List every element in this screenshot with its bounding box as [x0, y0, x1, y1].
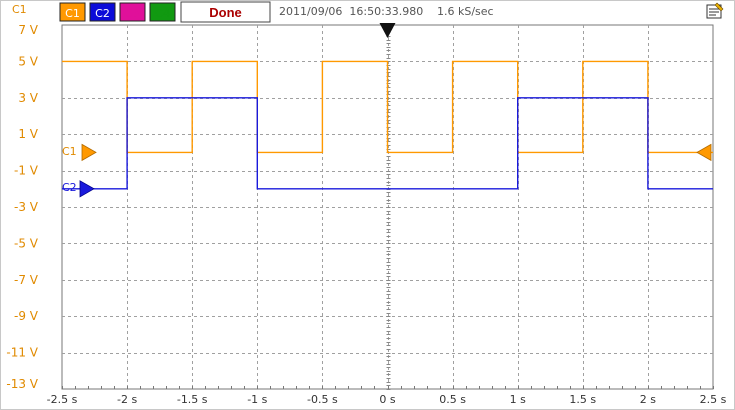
channel-button-label: C1 — [65, 7, 80, 20]
y-tick-label: -3 V — [14, 200, 39, 214]
sample-rate: 1.6 kS/sec — [437, 5, 494, 18]
channel-button-c3[interactable]: C3 — [120, 3, 145, 21]
y-tick-label: -11 V — [6, 346, 38, 360]
y-tick-label: -13 V — [6, 377, 38, 391]
y-tick-label: 1 V — [18, 127, 38, 141]
x-tick-label: 1 s — [510, 393, 526, 406]
x-tick-label: 2.5 s — [700, 393, 727, 406]
y-tick-label: 3 V — [18, 91, 38, 105]
x-tick-label: 0.5 s — [439, 393, 466, 406]
y-tick-label: 7 V — [18, 23, 38, 37]
x-tick-label: -1 s — [247, 393, 267, 406]
y-tick-label: -9 V — [14, 309, 39, 323]
status-text: Done — [209, 5, 242, 20]
y-tick-label: 5 V — [18, 54, 38, 68]
status-indicator: Done — [181, 2, 270, 22]
c1-marker-label: C1 — [62, 145, 77, 158]
channel-button-c1[interactable]: C1 — [60, 3, 85, 21]
x-tick-label: -2 s — [117, 393, 137, 406]
channel-button-c4[interactable]: C4 — [150, 3, 175, 21]
channel-button-label: C4 — [155, 7, 170, 20]
timestamp: 2011/09/06 16:50:33.980 — [279, 5, 423, 18]
y-tick-label: -1 V — [14, 164, 39, 178]
channel-button-label: C3 — [125, 7, 140, 20]
channel-button-c2[interactable]: C2 — [90, 3, 115, 21]
x-tick-label: 1.5 s — [569, 393, 596, 406]
x-tick-label: 2 s — [640, 393, 656, 406]
x-tick-label: 0 s — [379, 393, 395, 406]
y-tick-label: -7 V — [14, 273, 39, 287]
settings-tool-icon[interactable] — [707, 3, 723, 18]
channel-label: C1 — [12, 3, 27, 16]
c2-marker-label: C2 — [62, 181, 77, 194]
x-tick-label: -2.5 s — [47, 393, 78, 406]
channel-button-label: C2 — [95, 7, 110, 20]
x-tick-label: -0.5 s — [307, 393, 338, 406]
x-tick-label: -1.5 s — [177, 393, 208, 406]
y-tick-label: -5 V — [14, 236, 39, 250]
